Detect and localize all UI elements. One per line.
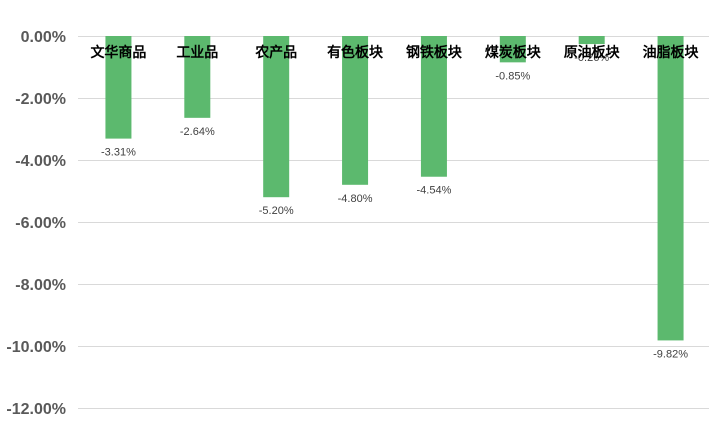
- category-label: 油脂板块: [643, 44, 700, 61]
- y-tick-label: -12.00%: [6, 401, 66, 418]
- bar: [263, 36, 290, 198]
- category-label: 工业品: [176, 45, 218, 61]
- data-label: -9.82%: [653, 348, 688, 360]
- gridlines: [78, 36, 709, 409]
- y-tick-label: -6.00%: [15, 215, 66, 232]
- bar: [420, 36, 447, 177]
- category-label: 煤炭板块: [485, 44, 542, 61]
- data-label: -5.20%: [259, 205, 294, 217]
- data-label: -2.64%: [180, 126, 215, 138]
- category-label: 文华商品: [90, 44, 146, 61]
- bar: [105, 36, 132, 139]
- data-labels: -3.31% -2.64% -5.20% -4.80% -4.54% -0.85% -0.2…: [101, 52, 688, 360]
- category-label: 有色板块: [327, 44, 384, 61]
- data-label: -0.26%: [574, 52, 609, 64]
- y-tick-label: -8.00%: [15, 277, 66, 294]
- y-tick-label: -10.00%: [6, 339, 66, 356]
- y-axis-tick-labels: 0.00% -2.00% -4.00% -6.00% -8.00% -10.00% -12.…: [6, 29, 66, 418]
- category-label: 原油板块: [564, 44, 621, 61]
- bar: [657, 36, 684, 341]
- y-tick-label: -2.00%: [15, 91, 66, 108]
- bar: [499, 36, 526, 63]
- category-labels: 文华商品 工业品 农产品 有色板块 钢铁板块 煤炭板块 原油板块 油脂板块: [90, 44, 699, 61]
- bar: [342, 36, 369, 185]
- bar: [184, 36, 211, 118]
- y-tick-label: 0.00%: [21, 29, 66, 46]
- data-label: -3.31%: [101, 147, 136, 159]
- data-label: -4.80%: [338, 193, 373, 205]
- data-label: -4.54%: [417, 185, 452, 197]
- data-label: -0.85%: [495, 70, 530, 82]
- bars: [105, 36, 684, 341]
- category-label: 农产品: [254, 44, 297, 61]
- category-label: 钢铁板块: [406, 44, 463, 61]
- y-tick-label: -4.00%: [15, 153, 66, 170]
- bar: [578, 36, 605, 45]
